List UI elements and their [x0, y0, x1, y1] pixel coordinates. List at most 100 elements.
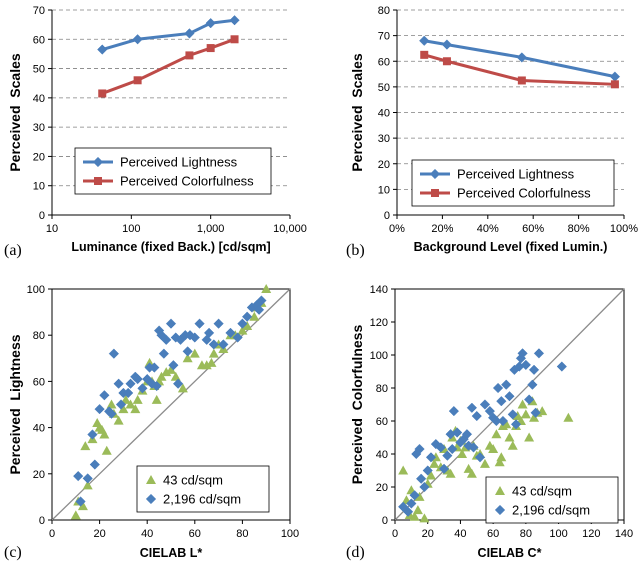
panel-label: (d) — [346, 544, 365, 561]
legend-marker — [429, 168, 441, 180]
data-point — [125, 399, 136, 409]
data-point — [203, 327, 215, 339]
y-tick-label: 50 — [33, 64, 45, 76]
data-point — [501, 379, 512, 390]
data-point — [242, 311, 253, 322]
data-point — [412, 505, 423, 515]
data-point — [118, 404, 129, 414]
x-tick-label: 20 — [422, 528, 434, 540]
data-point — [504, 432, 515, 442]
data-point — [414, 443, 425, 455]
data-point — [170, 371, 181, 381]
data-point — [447, 443, 458, 455]
panel-label: (c) — [4, 544, 22, 561]
legend-label: 43 cd/sqm — [512, 484, 572, 499]
y-tick-label: 0 — [382, 515, 388, 527]
data-point — [466, 402, 478, 413]
y-tick-label: 40 — [378, 108, 390, 120]
data-point — [165, 318, 177, 329]
legend-box — [485, 476, 619, 524]
data-point — [201, 360, 212, 370]
data-point — [208, 348, 219, 358]
data-point — [115, 399, 127, 410]
data-point — [205, 18, 216, 29]
data-point — [137, 383, 148, 394]
legend-box — [411, 159, 615, 207]
data-point — [497, 415, 509, 427]
legend-marker — [145, 493, 157, 505]
identity-line — [394, 288, 625, 521]
data-point — [609, 71, 621, 82]
legend: Perceived Lightness Perceived Colorfulnes… — [74, 147, 272, 195]
x-tick-label: 20% — [431, 223, 453, 235]
data-point — [523, 394, 535, 405]
x-tick-label: 0% — [389, 223, 405, 235]
y-tick-label: 10 — [378, 184, 390, 196]
data-point — [491, 429, 502, 439]
x-tick-label: 40 — [454, 528, 466, 540]
series-line — [423, 53, 615, 86]
legend-label: 2,196 cd/sqm — [512, 503, 590, 518]
y-tick-label: 10 — [33, 181, 45, 193]
data-point — [398, 465, 409, 475]
x-tick-label: 100 — [549, 528, 567, 540]
data-point — [507, 409, 518, 420]
data-point — [132, 373, 143, 385]
data-point — [452, 427, 463, 438]
data-point — [75, 496, 86, 507]
data-point — [492, 382, 504, 394]
data-point — [517, 399, 528, 409]
series-line — [101, 37, 236, 95]
series-blue — [73, 295, 267, 507]
data-point — [517, 348, 528, 359]
data-point — [253, 304, 265, 315]
x-axis-label: CIELAB C* — [478, 546, 542, 560]
data-point — [132, 394, 143, 404]
x-tick-label: 0 — [49, 528, 55, 540]
data-point — [182, 346, 193, 357]
data-point — [82, 473, 93, 484]
data-point — [133, 76, 142, 85]
data-point — [166, 364, 176, 374]
x-axis-label: Luminance (fixed Back.) [cd/sqm] — [71, 240, 270, 254]
data-point — [213, 318, 224, 329]
legend-marker — [495, 486, 505, 495]
data-point — [132, 34, 143, 45]
data-point — [496, 452, 507, 462]
x-axis-label: Background Level (fixed Lumin.) — [414, 240, 608, 254]
legend-marker — [94, 177, 102, 185]
data-point — [161, 367, 172, 377]
data-point — [232, 332, 243, 343]
data-point — [419, 513, 430, 523]
data-point — [249, 311, 260, 321]
data-point — [610, 80, 619, 89]
data-point — [479, 399, 491, 410]
legend-marker — [92, 156, 104, 168]
data-point — [438, 463, 450, 475]
y-tick-label: 0 — [384, 210, 390, 222]
y-tick-label: 20 — [33, 469, 45, 481]
y-tick-label: 140 — [370, 284, 388, 296]
data-point — [73, 470, 84, 482]
data-point — [97, 44, 108, 55]
data-point — [524, 432, 535, 442]
data-point — [237, 325, 248, 335]
data-point — [106, 399, 117, 409]
legend: Perceived Lightness Perceived Colorfulnes… — [411, 159, 615, 207]
y-tick-label: 40 — [33, 423, 45, 435]
legend-box — [74, 147, 272, 195]
y-tick-label: 80 — [33, 330, 45, 342]
data-point — [409, 511, 420, 521]
data-point — [563, 412, 574, 422]
data-point — [461, 429, 473, 440]
series-green — [70, 284, 272, 520]
chart-panel-b: 0 10 20 30 40 50 60 70 80 0% 20% 40% 60% 80% 100%Backg… — [346, 5, 638, 259]
x-tick-label: 10,000 — [273, 223, 307, 235]
data-point — [161, 334, 172, 345]
legend: 43 cd/sqm 2,196 cd/sqm — [485, 476, 619, 524]
series-blue — [97, 15, 240, 55]
data-point — [98, 89, 107, 98]
x-tick-label: 60 — [189, 528, 201, 540]
y-tick-label: 30 — [33, 122, 45, 134]
